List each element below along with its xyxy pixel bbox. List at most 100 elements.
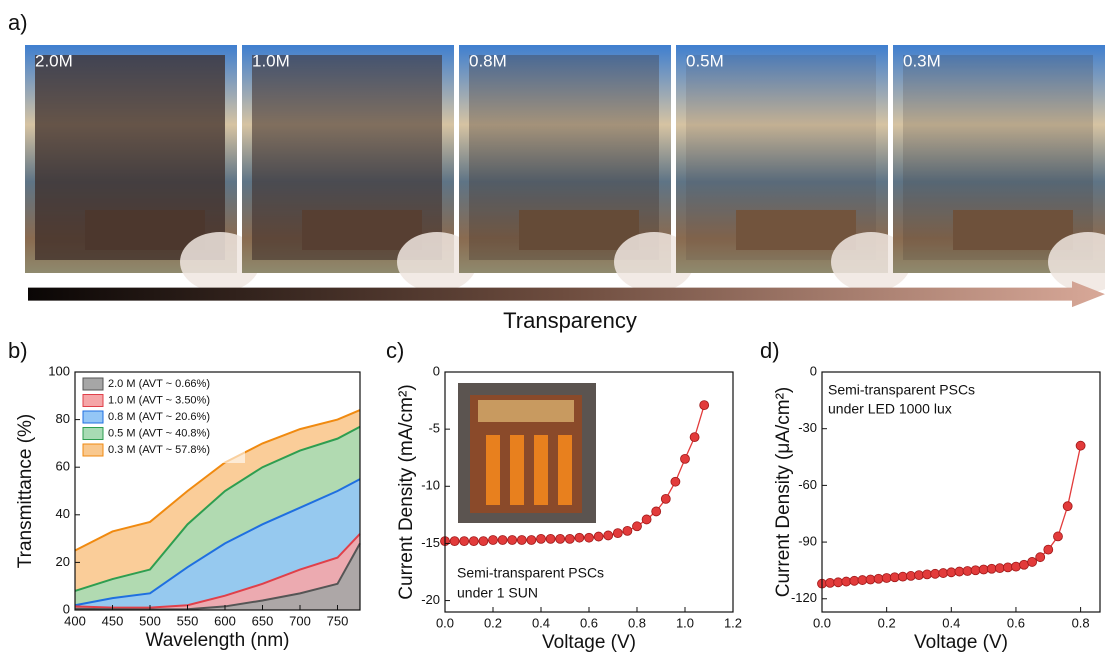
marker — [841, 576, 852, 587]
marker — [660, 493, 671, 504]
marker — [516, 535, 527, 545]
legend-label: 1.0 M (AVT ~ 3.50%) — [108, 394, 210, 406]
marker — [889, 572, 900, 583]
marker — [914, 570, 924, 581]
marker — [526, 535, 537, 545]
x-tick-label: 0.2 — [878, 615, 896, 630]
photo-label: 0.8M — [469, 51, 507, 70]
marker — [881, 573, 892, 583]
legend-label: 0.5 M (AVT ~ 40.8%) — [108, 427, 210, 439]
photo-finger — [180, 232, 260, 292]
y-axis-title: Transmittance (%) — [15, 414, 36, 569]
x-tick-label: 500 — [139, 613, 161, 628]
marker — [986, 563, 997, 574]
marker — [488, 535, 498, 545]
marker — [825, 577, 835, 588]
panel-label: b) — [8, 338, 28, 363]
area — [75, 543, 360, 610]
photo-strip: 2.0M 1.0M 0.8M 0.5M 0.3M — [25, 45, 1105, 292]
annotation: under LED 1000 lux — [828, 401, 952, 417]
y-tick-label: -20 — [421, 592, 440, 607]
marker — [849, 575, 860, 586]
marker — [922, 569, 932, 580]
photo-statue — [953, 210, 1073, 250]
transparency-arrow — [28, 281, 1105, 308]
panel-label: d) — [760, 338, 780, 363]
marker — [905, 571, 916, 581]
area — [75, 533, 360, 610]
photo-label: 0.3M — [903, 51, 941, 70]
marker — [994, 563, 1005, 574]
marker — [1027, 557, 1038, 567]
x-tick-label: 750 — [327, 613, 349, 628]
marker — [1043, 544, 1054, 555]
marker — [1062, 501, 1073, 512]
x-tick-label: 650 — [252, 613, 274, 628]
marker — [564, 533, 575, 544]
x-tick-label: 0.8 — [628, 615, 646, 630]
photo-finger — [397, 232, 477, 292]
marker — [897, 571, 908, 582]
marker — [603, 530, 614, 541]
chart: Semi-transparent PSCs under LED 1000 lux 0… — [773, 363, 1101, 653]
photo-statue — [519, 210, 639, 250]
y-tick-label: 0 — [63, 601, 70, 616]
y-tick-label: 80 — [56, 411, 70, 426]
marker — [954, 566, 965, 577]
marker — [593, 531, 604, 542]
x-tick-label: 600 — [214, 613, 236, 628]
photo-tint — [35, 55, 225, 260]
x-tick-label: 0.0 — [813, 615, 831, 630]
x-tick-label: 0.4 — [532, 615, 550, 630]
y-tick-label: -10 — [421, 478, 440, 493]
marker — [545, 533, 556, 544]
marker — [651, 506, 662, 517]
y-tick-label: 100 — [48, 363, 70, 378]
marker — [507, 535, 518, 545]
x-tick-label: 450 — [102, 613, 124, 628]
x-tick-label: 0.8 — [1072, 615, 1090, 630]
marker — [1075, 440, 1086, 451]
marker — [459, 536, 470, 547]
annotation: Semi-transparent PSCs — [457, 565, 604, 581]
legend-swatch — [82, 394, 104, 407]
annotation: under 1 SUN — [457, 585, 538, 601]
photo-tint — [903, 55, 1093, 260]
marker — [574, 532, 585, 543]
panel-label: c) — [386, 338, 404, 363]
marker — [689, 432, 700, 443]
annotation: Semi-transparent PSCs — [828, 382, 975, 398]
marker — [873, 573, 884, 584]
y-axis-title: Current Density (mA/cm²) — [396, 384, 417, 599]
marker — [699, 400, 710, 411]
photo-label: 0.5M — [686, 51, 724, 70]
marker — [865, 574, 876, 585]
y-tick-label: -30 — [798, 420, 817, 435]
marker — [468, 536, 479, 547]
area-line — [74, 533, 361, 609]
marker — [1035, 552, 1046, 563]
panel-label: a) — [8, 10, 28, 35]
legend-label: 2.0 M (AVT ~ 0.66%) — [108, 378, 210, 390]
plot-frame — [74, 371, 361, 611]
legend-label: 0.3 M (AVT ~ 57.8%) — [108, 444, 210, 456]
x-tick-label: 0.0 — [436, 615, 454, 630]
y-tick-label: 40 — [56, 506, 70, 521]
marker — [970, 565, 981, 576]
x-tick-label: 0.6 — [1007, 615, 1025, 630]
photo-label: 1.0M — [252, 51, 290, 70]
y-tick-label: 20 — [56, 554, 70, 569]
marker — [449, 536, 460, 547]
x-axis-title: Voltage (V) — [542, 632, 636, 653]
marker — [536, 533, 546, 544]
marker — [962, 566, 973, 576]
marker — [1011, 561, 1021, 572]
marker — [641, 514, 652, 525]
marker — [680, 453, 690, 464]
photo-tint — [469, 55, 659, 260]
x-tick-label: 1.2 — [724, 615, 742, 630]
marker — [978, 564, 989, 575]
device-photo — [458, 383, 596, 523]
marker — [670, 476, 681, 487]
